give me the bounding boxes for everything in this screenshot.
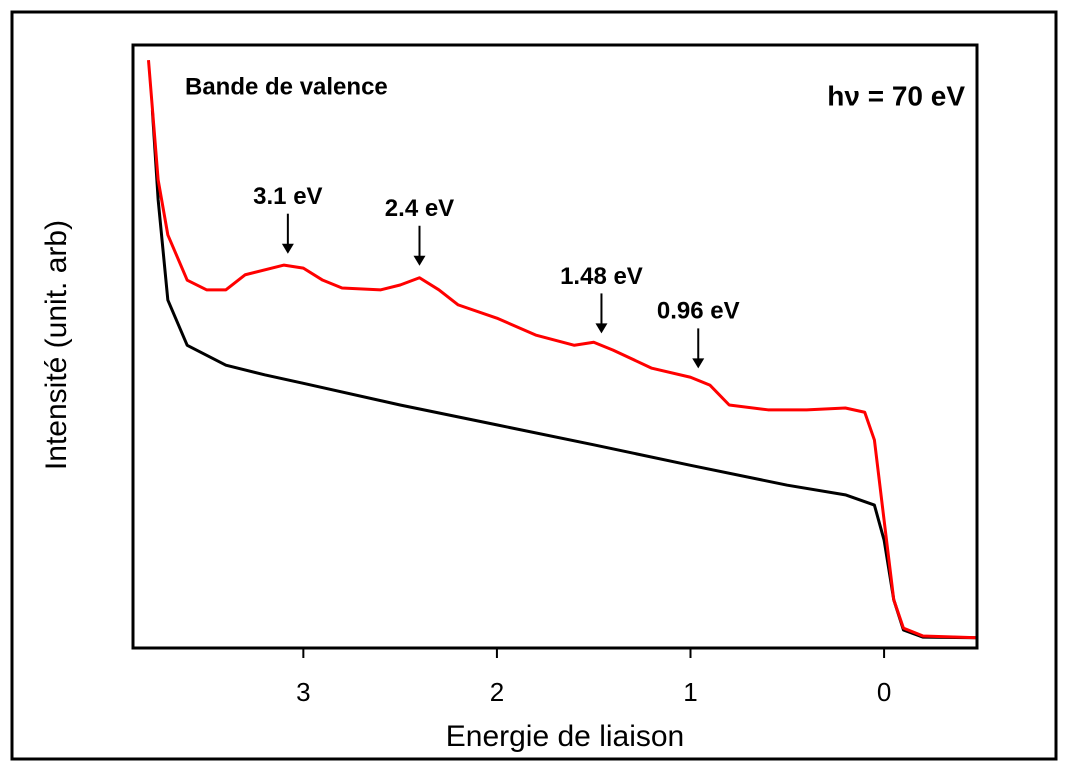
- arrow-head: [281, 243, 294, 254]
- y-axis-label: Intensité (unit. arb): [40, 220, 73, 470]
- arrow-head: [692, 358, 705, 369]
- annotation-label: 0.96 eV: [657, 298, 740, 325]
- frame: [10, 10, 1058, 761]
- x-tick-label: 2: [490, 677, 504, 707]
- x-tick-label: 3: [296, 677, 310, 707]
- x-axis-label: Energie de liaison: [446, 720, 685, 753]
- x-tick-label: 1: [683, 677, 697, 707]
- annotation-label: 3.1 eV: [253, 183, 322, 210]
- arrow-head: [595, 323, 608, 334]
- arrow-head: [413, 255, 426, 266]
- annotation-label: 1.48 eV: [560, 263, 643, 290]
- line-series: [146, 59, 978, 640]
- chart-subtitle: hν = 70 eV: [827, 80, 965, 111]
- annotation-label: 2.4 eV: [385, 195, 454, 222]
- plot-border: [131, 43, 979, 650]
- x-tick-label: 0: [877, 677, 891, 707]
- chart-title: Bande de valence: [185, 73, 388, 100]
